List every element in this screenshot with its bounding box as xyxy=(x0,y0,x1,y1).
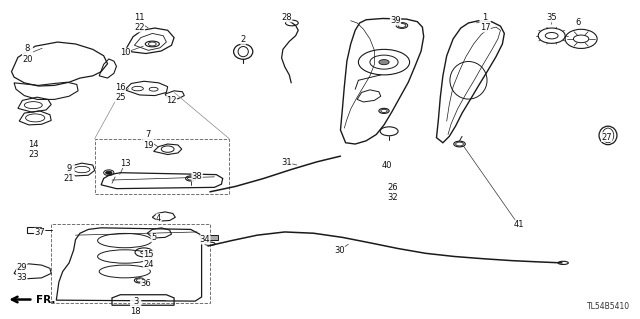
Text: 27: 27 xyxy=(602,132,612,142)
Text: 31: 31 xyxy=(282,158,292,167)
Text: 2: 2 xyxy=(241,35,246,44)
Text: FR.: FR. xyxy=(36,294,56,305)
Text: 29
33: 29 33 xyxy=(17,263,27,282)
Text: 3
18: 3 18 xyxy=(131,297,141,316)
Text: 6: 6 xyxy=(576,18,581,27)
Text: TL54B5410: TL54B5410 xyxy=(588,302,630,311)
Text: 12: 12 xyxy=(166,96,177,105)
Text: 40: 40 xyxy=(381,161,392,170)
Text: 13: 13 xyxy=(120,159,131,168)
Text: 41: 41 xyxy=(513,220,524,229)
Text: 38: 38 xyxy=(192,172,202,181)
Text: 34: 34 xyxy=(200,235,210,244)
Text: 16
25: 16 25 xyxy=(115,83,125,102)
Text: 1
17: 1 17 xyxy=(480,13,490,32)
Text: 30: 30 xyxy=(334,246,344,255)
FancyBboxPatch shape xyxy=(204,235,218,240)
Text: 8
20: 8 20 xyxy=(22,44,33,64)
Text: 36: 36 xyxy=(141,279,151,288)
Text: 28: 28 xyxy=(282,13,292,22)
Text: 35: 35 xyxy=(547,13,557,22)
Text: 10: 10 xyxy=(120,48,131,57)
Text: 5: 5 xyxy=(151,233,156,242)
Text: 9
21: 9 21 xyxy=(64,164,74,183)
Text: 26
32: 26 32 xyxy=(388,183,398,203)
Text: 37: 37 xyxy=(35,228,45,237)
Text: 39: 39 xyxy=(390,16,401,25)
Text: 4: 4 xyxy=(156,214,161,223)
Circle shape xyxy=(106,171,112,174)
Text: 15
24: 15 24 xyxy=(143,250,154,269)
Text: 11
22: 11 22 xyxy=(134,13,145,32)
Circle shape xyxy=(379,60,389,65)
Text: 7
19: 7 19 xyxy=(143,130,154,150)
Text: 14
23: 14 23 xyxy=(28,140,38,160)
